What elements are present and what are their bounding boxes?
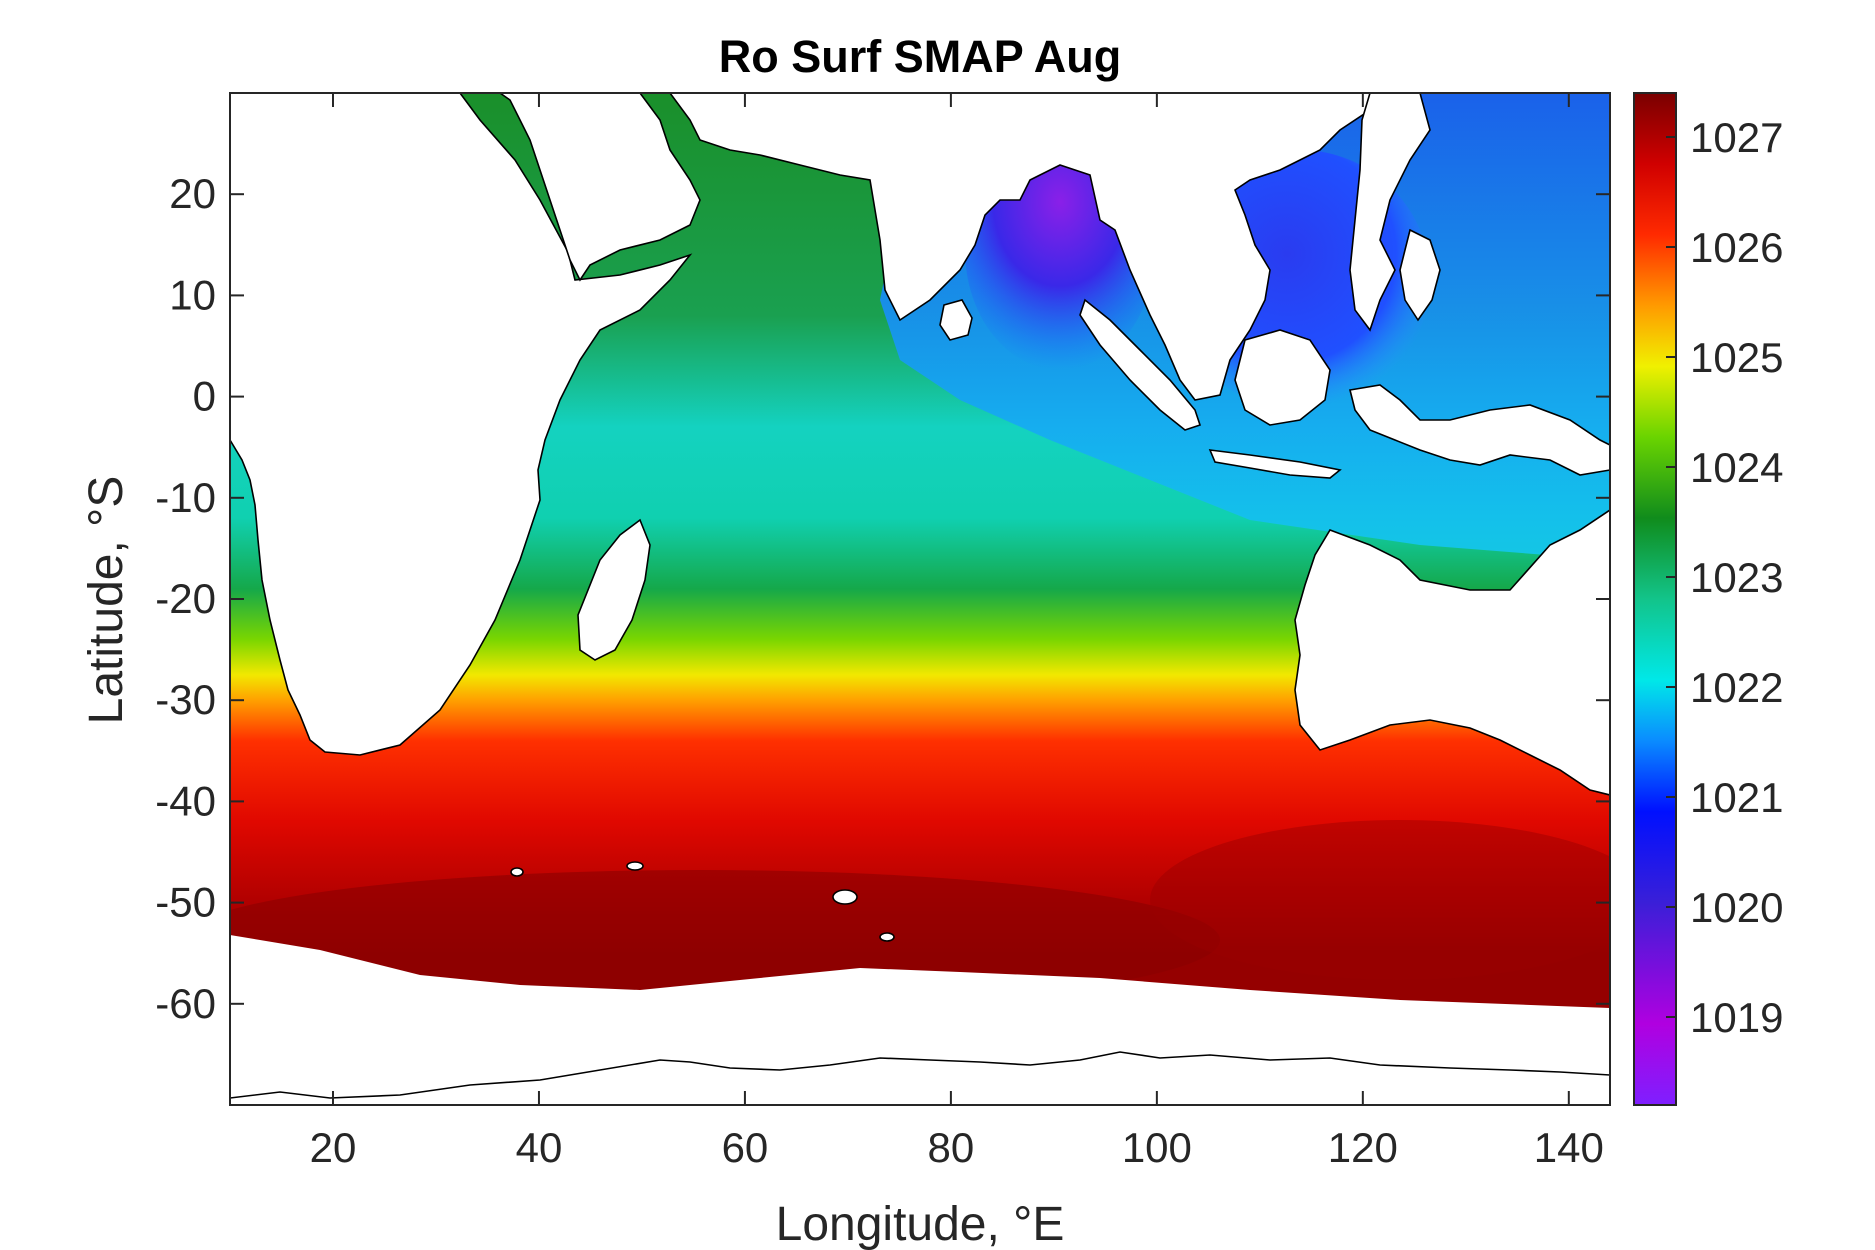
x-tick-label: 100 (1122, 1124, 1192, 1171)
land-kerguelen (832, 889, 858, 905)
x-axis-label: Longitude, °E (776, 1198, 1065, 1250)
x-tick-label: 20 (310, 1124, 357, 1171)
land-sumatra (1079, 298, 1202, 431)
land-madagascar (577, 518, 651, 661)
land-java (1208, 449, 1342, 479)
land-indochina-east (1349, 93, 1431, 332)
colorbar-tick-label: 1027 (1690, 114, 1783, 161)
land-masks (230, 93, 1610, 1105)
land-heard (879, 932, 895, 942)
land-sulawesi-newguinea (1349, 384, 1610, 476)
colorbar-tick-label: 1025 (1690, 334, 1783, 381)
land-sri-lanka (939, 299, 973, 341)
land-marion (510, 867, 524, 877)
land-arabian-peninsula (498, 93, 701, 282)
heatmap-field (230, 93, 1610, 1105)
land-arabia-india-asia (580, 93, 1381, 401)
colorbar-gradient (1633, 92, 1677, 1106)
x-tick-label: 120 (1328, 1124, 1398, 1171)
colorbar-tick-label: 1026 (1690, 224, 1783, 271)
colorbar-ticks: 1019 1020 1021 1022 1023 1024 1025 1026 1027 (1666, 114, 1783, 1041)
y-tick-label: 20 (169, 170, 216, 217)
y-tick-label: 10 (169, 271, 216, 318)
y-tick-label: -40 (155, 777, 216, 824)
colorbar-tick-label: 1019 (1690, 994, 1783, 1041)
y-tick-label: -60 (155, 980, 216, 1027)
x-tick-label: 60 (722, 1124, 769, 1171)
x-tick-label: 40 (516, 1124, 563, 1171)
land-africa (230, 93, 693, 756)
y-tick-label: -30 (155, 676, 216, 723)
land-borneo (1234, 329, 1331, 426)
y-tick-label: -10 (155, 474, 216, 521)
colorbar-tick-label: 1022 (1690, 664, 1783, 711)
deep-red-southern-band-east (1150, 820, 1610, 980)
x-axis: 20 40 60 80 100 120 140 (310, 93, 1604, 1171)
land-crozet (626, 861, 644, 871)
land-antarctica (230, 1051, 1610, 1105)
colorbar: 1019 1020 1021 1022 1023 1024 1025 1026 1027 (1633, 92, 1783, 1106)
colorbar-tick-label: 1020 (1690, 884, 1783, 931)
colorbar-tick-label: 1021 (1690, 774, 1783, 821)
y-tick-label: -50 (155, 879, 216, 926)
y-tick-label: -20 (155, 575, 216, 622)
land-australia (1294, 509, 1610, 796)
y-axis: 20 10 0 -10 -20 -30 -40 -50 -60 (155, 170, 1610, 1027)
x-tick-label: 140 (1534, 1124, 1604, 1171)
y-axis-label: Latitude, °S (80, 476, 133, 725)
colorbar-tick-label: 1023 (1690, 554, 1783, 601)
chart-title: Ro Surf SMAP Aug (719, 31, 1122, 82)
land-philippines (1399, 228, 1441, 322)
y-tick-label: 0 (193, 373, 216, 420)
x-tick-label: 80 (928, 1124, 975, 1171)
colorbar-tick-label: 1024 (1690, 444, 1783, 491)
